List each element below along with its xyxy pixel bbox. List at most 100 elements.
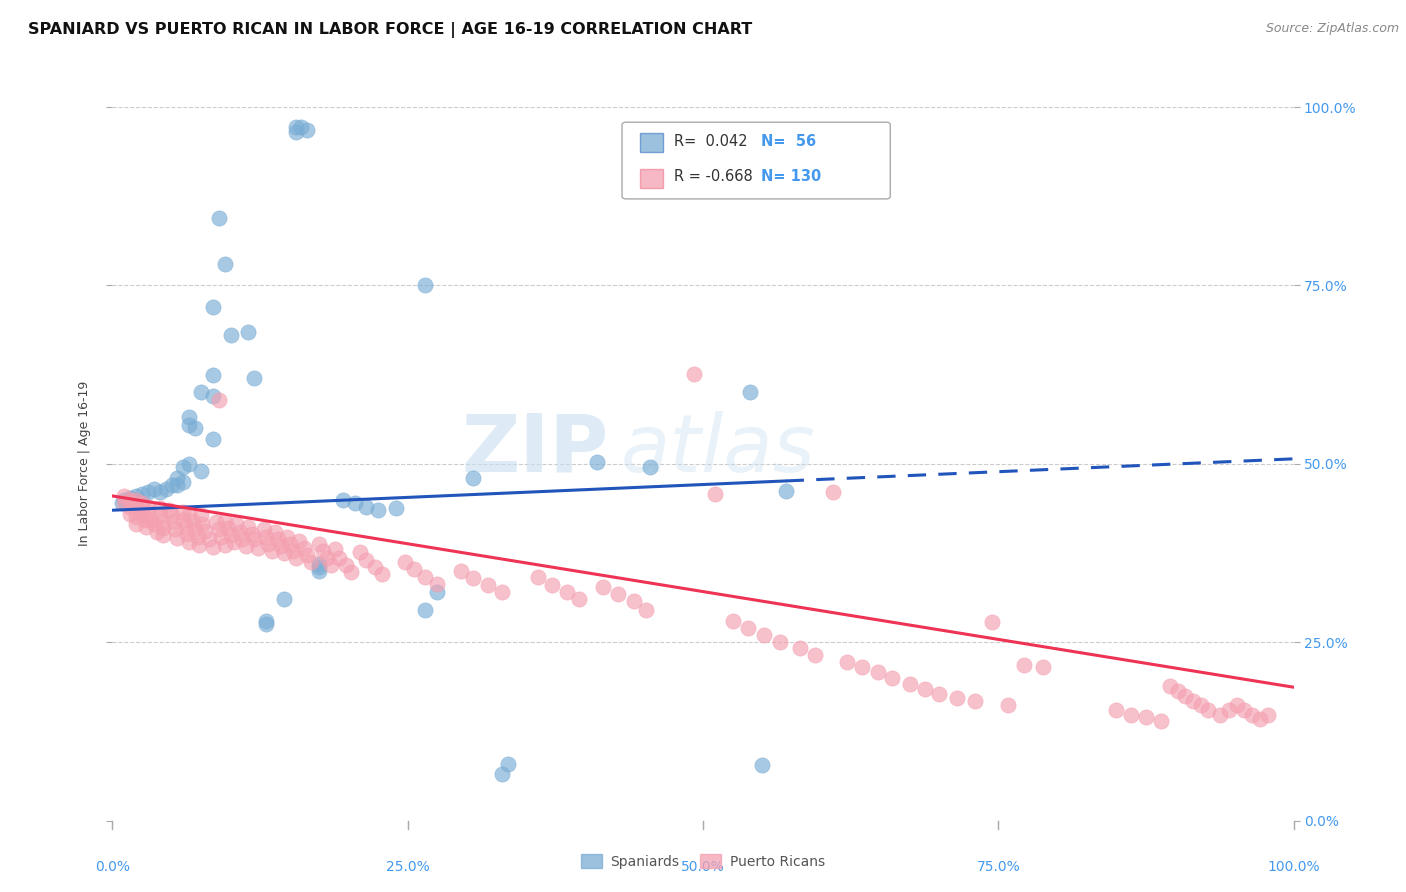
Point: [835, 655, 858, 669]
Point: [238, 519, 260, 533]
Point: [1174, 689, 1197, 703]
Point: [1198, 703, 1220, 717]
Point: [205, 516, 228, 530]
Point: [415, 603, 437, 617]
Point: [257, 537, 280, 551]
Point: [278, 537, 301, 551]
Point: [491, 585, 513, 599]
Text: R=  0.042: R= 0.042: [673, 134, 748, 149]
Point: [426, 585, 449, 599]
Text: 100.0%: 100.0%: [1267, 860, 1320, 874]
Point: [181, 514, 204, 528]
Point: [496, 756, 519, 771]
Point: [146, 524, 169, 539]
Point: [297, 548, 319, 562]
Point: [276, 530, 298, 544]
Point: [155, 482, 177, 496]
Point: [152, 528, 174, 542]
Point: [136, 485, 159, 500]
Point: [299, 555, 322, 569]
Point: [201, 368, 224, 382]
Point: [343, 496, 366, 510]
Point: [231, 532, 253, 546]
Point: [1012, 658, 1035, 673]
Point: [125, 498, 148, 512]
Point: [963, 694, 986, 708]
Text: 0.0%: 0.0%: [96, 860, 129, 874]
Point: [120, 494, 142, 508]
Point: [186, 530, 208, 544]
Point: [754, 628, 776, 642]
Point: [187, 538, 209, 552]
Point: [225, 517, 247, 532]
Point: [240, 526, 263, 541]
Point: [135, 519, 157, 533]
Point: [461, 571, 484, 585]
Point: [1032, 660, 1054, 674]
Point: [179, 535, 201, 549]
Point: [283, 544, 305, 558]
Point: [1105, 703, 1128, 717]
Point: [172, 505, 194, 519]
Point: [179, 417, 201, 432]
Text: N= 130: N= 130: [761, 169, 821, 185]
Point: [190, 508, 212, 523]
Point: [1119, 708, 1142, 723]
Point: [349, 545, 371, 559]
Point: [254, 617, 277, 632]
Point: [190, 385, 212, 400]
Point: [112, 496, 135, 510]
Point: [914, 681, 936, 696]
Point: [246, 541, 269, 555]
Point: [308, 537, 330, 551]
Point: [166, 478, 188, 492]
Text: 50.0%: 50.0%: [681, 860, 725, 874]
Point: [290, 120, 312, 134]
Point: [312, 544, 335, 558]
Point: [160, 508, 183, 523]
Point: [254, 530, 277, 544]
Text: R = -0.668: R = -0.668: [673, 169, 752, 185]
Point: [160, 478, 183, 492]
Point: [450, 564, 472, 578]
Point: [201, 389, 224, 403]
Point: [174, 519, 197, 533]
Point: [363, 560, 385, 574]
Text: ZIP: ZIP: [461, 410, 609, 489]
Point: [898, 676, 921, 690]
Point: [284, 120, 307, 134]
Point: [568, 592, 591, 607]
Point: [125, 494, 148, 508]
Point: [219, 528, 242, 542]
Point: [264, 524, 287, 539]
Point: [703, 487, 725, 501]
Point: [201, 540, 224, 554]
Point: [198, 532, 221, 546]
Point: [491, 767, 513, 781]
Point: [142, 482, 165, 496]
Point: [179, 507, 201, 521]
Point: [190, 464, 212, 478]
Point: [332, 492, 354, 507]
Point: [152, 521, 174, 535]
Point: [131, 508, 153, 523]
Point: [866, 665, 889, 680]
Text: atlas: atlas: [620, 410, 815, 489]
Point: [1150, 714, 1173, 728]
Point: [769, 635, 792, 649]
Point: [308, 560, 330, 574]
Point: [789, 640, 811, 655]
Point: [775, 483, 797, 498]
Point: [184, 523, 207, 537]
Point: [1218, 703, 1240, 717]
Point: [273, 592, 295, 607]
Point: [316, 551, 339, 566]
Point: [176, 526, 198, 541]
Point: [219, 328, 242, 343]
Point: [623, 594, 645, 608]
Point: [149, 508, 172, 523]
Point: [585, 455, 607, 469]
Point: [1159, 680, 1181, 694]
Point: [740, 385, 762, 400]
Point: [253, 523, 276, 537]
